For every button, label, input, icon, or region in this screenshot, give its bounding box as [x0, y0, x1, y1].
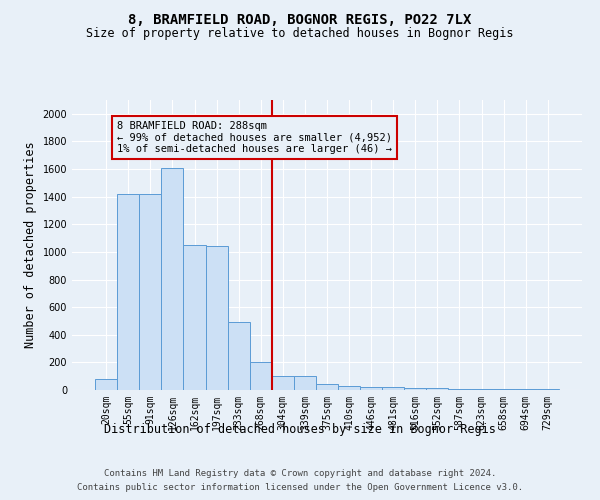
Bar	[427, 388, 448, 390]
Bar	[227, 322, 250, 390]
Text: Contains HM Land Registry data © Crown copyright and database right 2024.: Contains HM Land Registry data © Crown c…	[104, 468, 496, 477]
Bar	[161, 168, 184, 390]
Bar	[272, 376, 294, 390]
Text: Distribution of detached houses by size in Bognor Regis: Distribution of detached houses by size …	[104, 422, 496, 436]
Bar	[139, 194, 161, 390]
Bar	[338, 386, 360, 390]
Bar	[470, 389, 493, 390]
Bar	[493, 389, 515, 390]
Text: 8 BRAMFIELD ROAD: 288sqm
← 99% of detached houses are smaller (4,952)
1% of semi: 8 BRAMFIELD ROAD: 288sqm ← 99% of detach…	[117, 120, 392, 154]
Bar	[95, 379, 117, 390]
Bar	[294, 376, 316, 390]
Y-axis label: Number of detached properties: Number of detached properties	[24, 142, 37, 348]
Bar	[117, 194, 139, 390]
Bar	[448, 388, 470, 390]
Text: 8, BRAMFIELD ROAD, BOGNOR REGIS, PO22 7LX: 8, BRAMFIELD ROAD, BOGNOR REGIS, PO22 7L…	[128, 12, 472, 26]
Bar	[360, 387, 382, 390]
Bar	[184, 245, 206, 390]
Bar	[250, 362, 272, 390]
Text: Size of property relative to detached houses in Bognor Regis: Size of property relative to detached ho…	[86, 28, 514, 40]
Bar	[382, 387, 404, 390]
Bar	[206, 246, 227, 390]
Bar	[316, 384, 338, 390]
Text: Contains public sector information licensed under the Open Government Licence v3: Contains public sector information licen…	[77, 484, 523, 492]
Bar	[404, 388, 427, 390]
